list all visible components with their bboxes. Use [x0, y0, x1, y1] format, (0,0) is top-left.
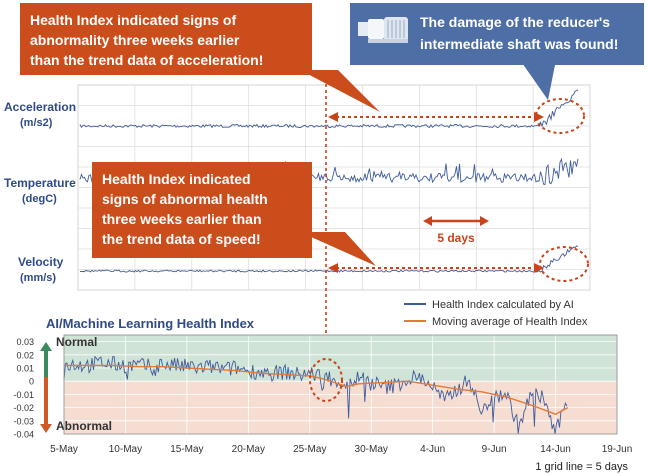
y-tick-label: 0	[29, 377, 34, 387]
speed-callout-line-1: Health Index indicated	[102, 171, 251, 187]
moving-average-line	[64, 364, 569, 415]
x-tick-label: 10-May	[109, 444, 142, 455]
damage-callout-line-2: intermediate shaft was found!	[420, 36, 618, 52]
x-tick-label: 9-Jun	[482, 444, 507, 455]
acceleration-label: Acceleration	[4, 100, 76, 114]
velocity-lead-arrow	[328, 263, 544, 273]
x-tick-label: 20-May	[232, 444, 265, 455]
y-tick-label: -0.03	[13, 416, 34, 426]
x-tick-labels: 5-May 10-May 15-May 20-May 25-May 30-May 4-Jun…	[50, 444, 632, 455]
abnormal-zone-label: Abnormal	[56, 419, 112, 433]
y-tick-label: -0.02	[13, 403, 34, 413]
speed-callout-line-4: the trend data of speed!	[102, 231, 261, 247]
legend: Health Index calculated by AI Moving ave…	[404, 299, 588, 328]
acceleration-unit: (m/s2)	[20, 117, 53, 129]
five-day-span-arrow	[423, 216, 489, 226]
health-index-grid	[63, 335, 618, 435]
x-tick-label: 25-May	[293, 444, 326, 455]
acceleration-callout-line-2: abnormality three weeks earlier	[30, 32, 240, 48]
speed-callout-line-2: signs of abnormal health	[102, 191, 268, 207]
y-tick-label: -0.01	[13, 390, 34, 400]
velocity-label: Velocity	[18, 255, 64, 269]
damage-callout-line-1: The damage of the reducer's	[420, 14, 610, 30]
temperature-unit: (degC)	[22, 193, 57, 205]
acceleration-trace	[79, 89, 579, 129]
x-tick-label: 4-Jun	[420, 444, 445, 455]
y-tick-label: -0.04	[13, 430, 34, 440]
y-tick-label: 0.03	[16, 337, 34, 347]
legend-label-moving-average: Moving average of Health Index	[432, 316, 588, 328]
x-tick-label: 5-May	[50, 444, 78, 455]
acceleration-callout-line-1: Health Index indicated signs of	[30, 12, 236, 28]
velocity-damage-circle	[539, 246, 589, 282]
acceleration-damage-circle	[535, 98, 585, 134]
early-warning-circle	[309, 358, 343, 402]
velocity-trace	[79, 245, 579, 273]
y-tick-label: 0.01	[16, 364, 34, 374]
legend-label-raw: Health Index calculated by AI	[432, 299, 574, 311]
x-tick-label: 19-Jun	[602, 444, 633, 455]
damage-callout: The damage of the reducer's intermediate…	[350, 3, 644, 100]
x-tick-label: 14-Jun	[540, 444, 571, 455]
health-index-chart: AI/Machine Learning Health Index Health …	[13, 299, 632, 455]
acceleration-callout-line-3: than the trend data of acceleration!	[30, 52, 263, 68]
acceleration-callout: Health Index indicated signs of abnormal…	[20, 3, 380, 112]
velocity-unit: (mm/s)	[20, 272, 56, 284]
x-tick-label: 15-May	[170, 444, 203, 455]
grid-note: 1 grid line = 5 days	[535, 461, 628, 473]
normal-zone-label: Normal	[56, 335, 97, 349]
x-tick-label: 30-May	[355, 444, 388, 455]
health-index-title: AI/Machine Learning Health Index	[46, 316, 255, 331]
five-day-span-label: 5 days	[437, 231, 475, 245]
speed-callout-line-3: three weeks earlier than	[102, 211, 262, 227]
y-tick-label: 0.02	[16, 350, 34, 360]
plot-frame	[63, 334, 618, 435]
reducer-motor-icon	[358, 17, 408, 43]
normal-abnormal-arrow	[40, 342, 52, 433]
y-tick-labels: 0.03 0.02 0.01 0 -0.01 -0.02 -0.03 -0.04	[13, 337, 34, 439]
speed-callout: Health Index indicated signs of abnormal…	[92, 162, 376, 266]
temperature-label: Temperature	[4, 176, 76, 190]
